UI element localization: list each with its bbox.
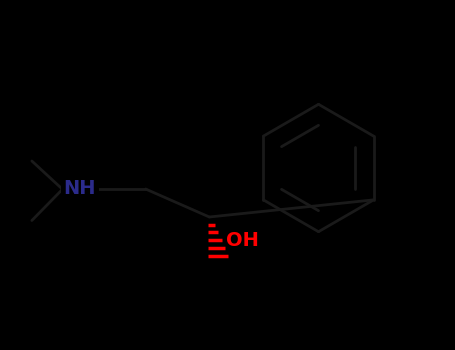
Text: NH: NH [63, 180, 96, 198]
Text: OH: OH [227, 231, 259, 251]
